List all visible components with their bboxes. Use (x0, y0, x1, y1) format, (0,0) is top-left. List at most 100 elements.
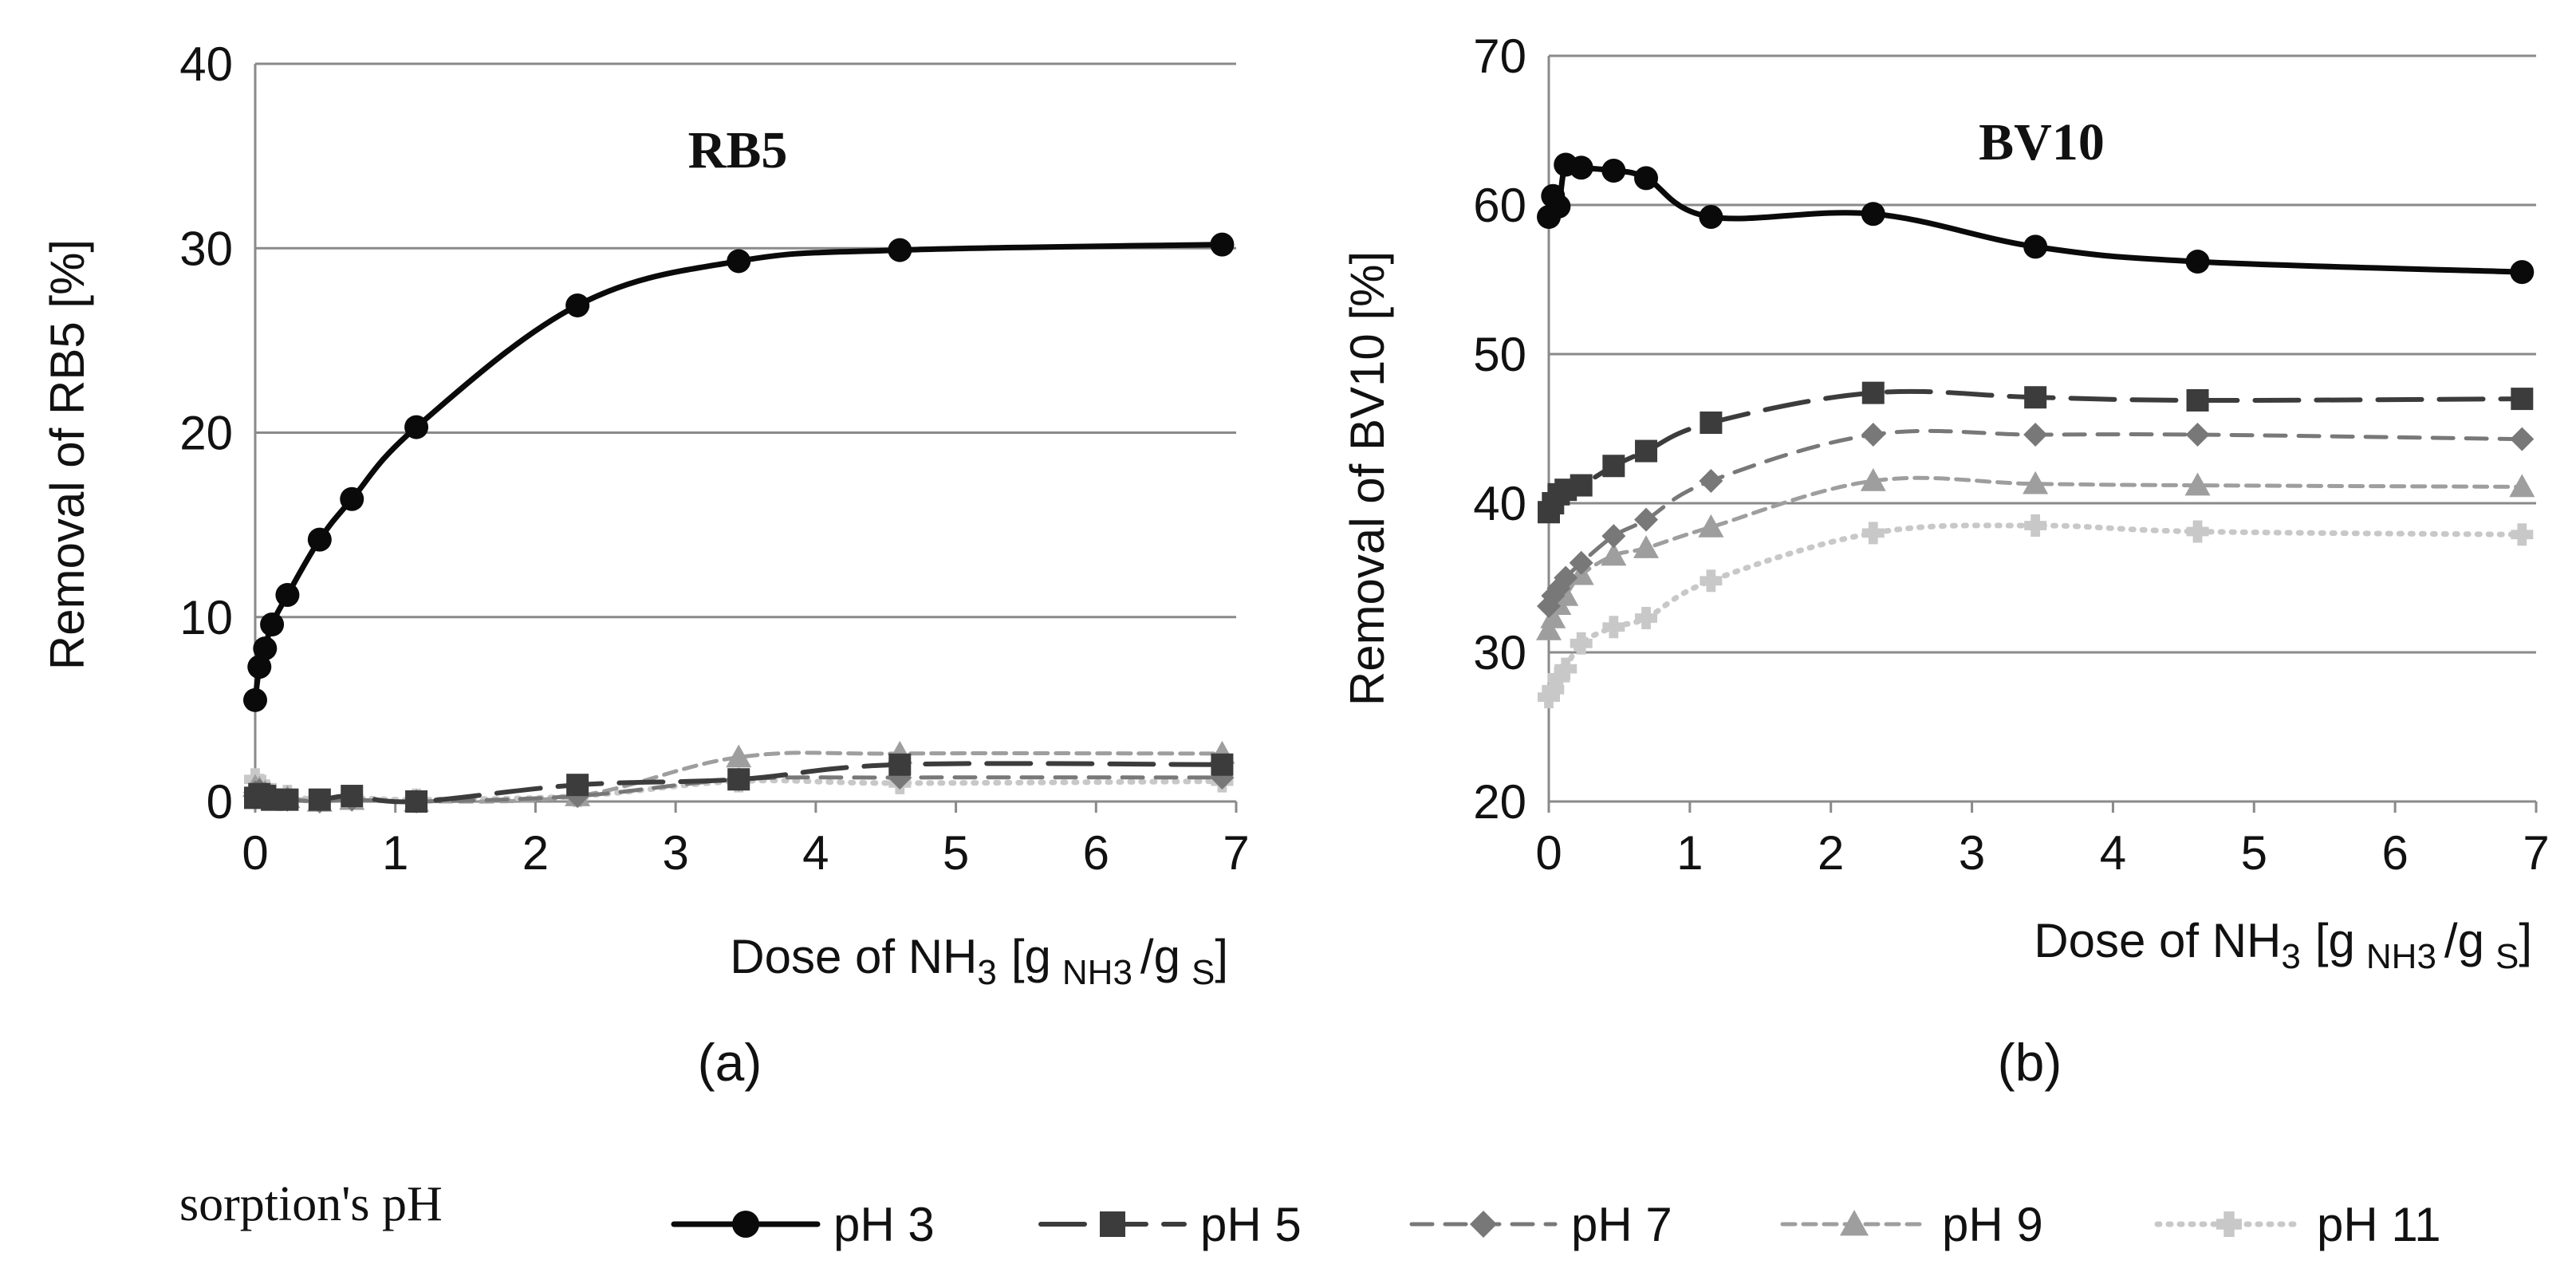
legend-marker-ph5 (1100, 1211, 1125, 1237)
legend-items: pH 3 pH 5 pH 7 pH 9 pH 11 (671, 1198, 2441, 1251)
bv10-point-ph9 (1698, 514, 1724, 538)
bv10-xlabel-close: ] (2519, 914, 2532, 967)
rb5-xlabel-close: ] (1215, 930, 1228, 983)
bv10-point-ph5 (2186, 388, 2209, 412)
bv10-point-ph7 (1634, 507, 1659, 532)
bv10-point-ph11 (1602, 616, 1625, 639)
legend-label-ph9: pH 9 (1942, 1198, 2043, 1251)
chart-bv10: 20 30 40 50 60 70 0 1 2 3 4 5 6 7 BV10 Removal of BV… (1341, 30, 2550, 1092)
rb5-point-ph3 (253, 636, 278, 661)
rb5-point-ph3 (260, 612, 285, 636)
bv10-point-ph3 (2510, 260, 2535, 285)
bv10-point-ph11 (1861, 522, 1885, 545)
bv10-point-ph7 (1601, 524, 1626, 549)
rb5-xlabel-sub-3: 3 (977, 953, 996, 992)
bv10-point-ph11 (1547, 666, 1570, 689)
bv10-xlabel-sub-nh3: NH3 (2366, 937, 2436, 976)
bv10-y-tick: 30 (1473, 626, 1526, 679)
bv10-point-ph11 (2186, 520, 2209, 543)
bv10-line-ph5 (1546, 388, 2525, 515)
rb5-point-ph5 (276, 788, 299, 811)
bv10-series-ph5 (1538, 381, 2534, 524)
rb5-x-tick: 6 (1083, 826, 1109, 880)
legend-label-ph7: pH 7 (1571, 1198, 1672, 1251)
bv10-x-tick: 4 (2100, 826, 2126, 880)
rb5-y-axis-label: Removal of RB5 [%] (41, 239, 94, 670)
bv10-point-ph11 (1635, 606, 1658, 629)
rb5-point-ph3 (247, 655, 272, 679)
bv10-y-tick: 40 (1473, 477, 1526, 530)
panel-label-b: (b) (1998, 1033, 2062, 1092)
rb5-x-tick: 5 (943, 826, 969, 880)
rb5-xlabel-slash: /g (1140, 930, 1180, 983)
panel-label-a: (a) (698, 1033, 762, 1092)
rb5-xlabel-sub-s: S (1191, 953, 1215, 992)
rb5-point-ph3 (565, 293, 590, 317)
bv10-point-ph5 (2511, 388, 2534, 411)
bv10-point-ph5 (1635, 439, 1658, 463)
bv10-point-ph5 (1602, 455, 1625, 478)
rb5-x-tick-labels: 0 1 2 3 4 5 6 7 (242, 802, 1250, 880)
bv10-y-tick-labels: 20 30 40 50 60 70 (1473, 30, 1526, 829)
bv10-point-ph11 (1700, 569, 1723, 593)
rb5-series-ph3 (243, 232, 1235, 712)
rb5-point-ph3 (275, 583, 300, 607)
bv10-point-ph11 (1542, 678, 1565, 701)
legend-item-ph11: pH 11 (2154, 1198, 2441, 1251)
bv10-point-ph7 (1554, 565, 1578, 590)
bv10-point-ph3 (2023, 234, 2048, 259)
bv10-point-ph9 (2184, 472, 2211, 496)
bv10-point-ph7 (1699, 468, 1723, 493)
rb5-y-tick: 0 (207, 775, 233, 829)
rb5-point-ph3 (727, 249, 751, 274)
bv10-point-ph3 (1601, 158, 1626, 183)
bv10-point-ph5 (2024, 386, 2047, 409)
bv10-x-tick: 1 (1676, 826, 1703, 880)
bv10-point-ph5 (1570, 474, 1593, 497)
rb5-point-ph5 (566, 774, 589, 797)
legend-item-ph3: pH 3 (671, 1198, 935, 1251)
bv10-point-ph9 (1540, 605, 1566, 628)
bv10-series (1536, 152, 2535, 709)
rb5-point-ph3 (307, 527, 332, 552)
rb5-x-tick: 3 (662, 826, 688, 880)
bv10-x-tick: 5 (2241, 826, 2267, 880)
rb5-point-ph5 (1211, 753, 1234, 776)
bv10-point-ph7 (1861, 422, 1885, 447)
bv10-x-axis-label: Dose of NH3 [g NH3/g S] (2034, 914, 2532, 976)
bv10-point-ph9 (2023, 471, 2049, 494)
rb5-y-tick: 20 (179, 407, 233, 460)
bv10-point-ph3 (1699, 204, 1723, 229)
rb5-point-ph3 (888, 238, 912, 262)
legend-item-ph7: pH 7 (1409, 1198, 1672, 1251)
rb5-point-ph9 (726, 744, 752, 768)
bv10-point-ph3 (1569, 156, 1593, 180)
bv10-series-ph3 (1537, 152, 2535, 285)
bv10-point-ph11 (2024, 514, 2047, 538)
bv10-xlabel-slash: /g (2444, 914, 2484, 967)
bv10-x-tick: 0 (1535, 826, 1562, 880)
bv10-point-ph7 (2023, 422, 2048, 447)
rb5-point-ph3 (1210, 232, 1235, 257)
bv10-point-ph3 (1634, 166, 1659, 191)
bv10-line-ph9 (1546, 475, 2524, 632)
rb5-point-ph5 (888, 753, 912, 776)
bv10-point-ph5 (1861, 381, 1885, 404)
bv10-xlabel-sub-s: S (2495, 937, 2519, 976)
bv10-point-ph7 (2510, 427, 2535, 451)
bv10-y-tick: 70 (1473, 30, 1526, 83)
rb5-x-tick: 0 (242, 826, 268, 880)
bv10-point-ph9 (1536, 616, 1562, 640)
bv10-x-tick: 2 (1818, 826, 1844, 880)
bv10-series-ph11 (1538, 514, 2534, 709)
bv10-point-ph7 (2185, 422, 2210, 447)
legend-marker-ph9 (1840, 1210, 1869, 1236)
legend-item-ph9: pH 9 (1780, 1198, 2043, 1251)
legend-label-ph3: pH 3 (833, 1198, 935, 1251)
bv10-x-tick-labels: 0 1 2 3 4 5 6 7 (1535, 802, 2550, 880)
bv10-y-axis-label: Removal of BV10 [%] (1341, 251, 1394, 706)
legend-title: sorption's pH (179, 1177, 443, 1231)
rb5-point-ph3 (340, 486, 364, 511)
rb5-xlabel-main: Dose of NH (730, 930, 977, 983)
